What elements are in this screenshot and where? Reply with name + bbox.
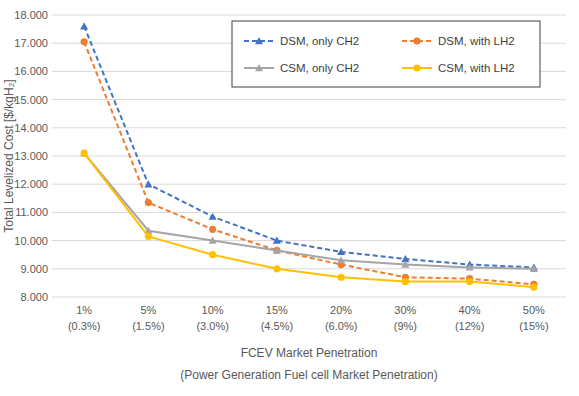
- marker: [145, 233, 152, 240]
- plot-area: [80, 22, 538, 290]
- x-tick-line: (1.5%): [132, 320, 164, 332]
- x-axis-title-line: (Power Generation Fuel cell Market Penet…: [180, 368, 437, 382]
- grid-line: [52, 240, 566, 241]
- legend-marker: [255, 64, 263, 71]
- marker: [81, 150, 88, 157]
- grid-line: [52, 99, 566, 100]
- x-tick-label: 50% (15%): [519, 304, 548, 332]
- series: [81, 150, 538, 291]
- x-tick-line: (12%): [455, 320, 484, 332]
- marker: [530, 284, 537, 291]
- legend: DSM, only CH2 DSM, with LH2 CSM, only CH2 C…: [232, 21, 540, 87]
- x-tick-line: (9%): [394, 320, 417, 332]
- x-tick-line: 1%: [76, 304, 92, 316]
- series: [80, 149, 538, 272]
- x-tick-line: 40%: [459, 304, 481, 316]
- legend-marker: [413, 37, 420, 44]
- y-tick-label: 9.000: [20, 263, 48, 275]
- marker: [145, 199, 152, 206]
- legend-box: [232, 21, 540, 87]
- marker: [273, 246, 281, 253]
- marker: [209, 237, 217, 244]
- y-tick-label: 8.000: [20, 291, 48, 303]
- marker: [466, 278, 473, 285]
- series-line: [84, 153, 534, 287]
- legend-label: DSM, with LH2: [438, 35, 515, 47]
- marker: [338, 274, 345, 281]
- x-tick-line: 15%: [266, 304, 288, 316]
- y-tick-label: 16.000: [14, 65, 48, 77]
- marker: [466, 263, 474, 270]
- x-tick-label: 10% (3.0%): [196, 304, 228, 332]
- y-tick-label: 18.000: [14, 9, 48, 21]
- series-line: [84, 153, 534, 269]
- x-tick-label: 20% (6.0%): [325, 304, 357, 332]
- marker: [81, 38, 88, 45]
- y-tick-label: 11.000: [15, 206, 48, 218]
- x-tick-label: 30% (9%): [394, 304, 417, 332]
- x-tick-line: (6.0%): [325, 320, 357, 332]
- marker: [402, 278, 409, 285]
- marker: [144, 180, 152, 187]
- y-tick-label: 17.000: [14, 37, 48, 49]
- grid-line: [52, 297, 566, 298]
- legend-label: CSM, only CH2: [280, 62, 359, 74]
- chart: 8.000 9.000 10.000 11.000 12.000 13.000 14.000…: [0, 0, 579, 396]
- x-tick-label: 15% (4.5%): [261, 304, 293, 332]
- x-tick-line: 10%: [202, 304, 224, 316]
- x-tick-line: 20%: [330, 304, 352, 316]
- y-tick-label: 15.000: [14, 94, 48, 106]
- legend-marker: [413, 64, 420, 71]
- marker: [209, 213, 217, 220]
- marker: [80, 149, 88, 156]
- x-tick-line: (4.5%): [261, 320, 293, 332]
- x-tick-line: 50%: [523, 304, 545, 316]
- marker: [80, 22, 88, 29]
- y-tick-label: 12.000: [14, 178, 48, 190]
- grid: [52, 15, 566, 297]
- y-tick-label: 14.000: [14, 122, 48, 134]
- marker: [337, 248, 345, 255]
- x-tick-line: (3.0%): [196, 320, 228, 332]
- legend-marker: [255, 37, 263, 44]
- grid-line: [52, 127, 566, 128]
- legend-label: DSM, only CH2: [280, 35, 359, 47]
- marker: [337, 256, 345, 263]
- grid-line: [52, 15, 566, 16]
- marker: [273, 237, 281, 244]
- grid-line: [52, 184, 566, 185]
- marker: [401, 261, 409, 268]
- marker: [209, 251, 216, 258]
- y-tick-label: 13.000: [14, 150, 48, 162]
- x-tick-label: 5% (1.5%): [132, 304, 164, 332]
- x-axis-title-line: FCEV Market Penetration: [241, 346, 378, 360]
- x-tick-line: (0.3%): [68, 320, 100, 332]
- marker: [273, 265, 280, 272]
- legend-label: CSM, with LH2: [438, 62, 515, 74]
- x-tick-label: 40% (12%): [455, 304, 484, 332]
- x-tick-line: 5%: [140, 304, 156, 316]
- y-tick-label: 10.000: [14, 235, 48, 247]
- marker: [530, 265, 538, 272]
- x-tick-line: 30%: [394, 304, 416, 316]
- marker: [209, 226, 216, 233]
- x-tick-label: 1% (0.3%): [68, 304, 100, 332]
- y-axis-title: Total Levelized Cost [$/kgH₂]: [2, 79, 16, 232]
- x-axis-title: FCEV Market Penetration (Power Generation…: [180, 346, 437, 382]
- x-tick-line: (15%): [519, 320, 548, 332]
